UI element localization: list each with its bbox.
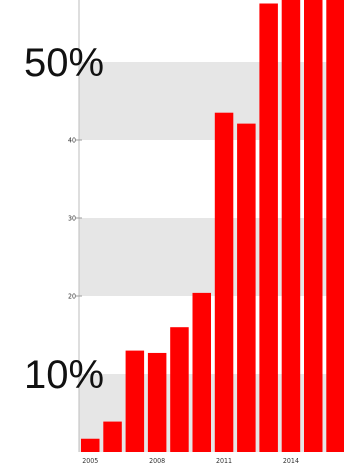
bar-2009 — [170, 327, 189, 452]
bar-2007 — [125, 350, 145, 452]
annotation-label: 10% — [24, 353, 104, 397]
bars-group — [81, 0, 344, 453]
x-axis-ticks: 2005 2008 2011 2014 — [82, 457, 299, 465]
x-tick-label: 2008 — [149, 457, 165, 465]
bar-2010 — [192, 292, 211, 452]
y-tick-label: 20 — [68, 293, 76, 301]
y-tick-label: 30 — [68, 215, 76, 223]
bar-2015 — [304, 0, 323, 453]
bar-2005 — [81, 438, 100, 452]
annotation-label: 50% — [24, 41, 104, 85]
bar-2011 — [214, 112, 234, 452]
x-tick-label: 2014 — [283, 457, 299, 465]
bar-2006 — [103, 421, 122, 452]
bar-2013 — [259, 3, 278, 452]
bar-2016 — [326, 0, 344, 453]
x-tick-label: 2005 — [82, 457, 98, 465]
y-axis-ticks: 20 30 40 — [68, 137, 82, 301]
bar-2012 — [237, 123, 256, 453]
x-tick-label: 2011 — [216, 457, 232, 465]
annotations-group: 50% 10% — [24, 41, 104, 397]
bar-2014 — [281, 0, 301, 452]
y-tick-label: 40 — [68, 137, 76, 145]
bar-2008 — [147, 352, 167, 452]
